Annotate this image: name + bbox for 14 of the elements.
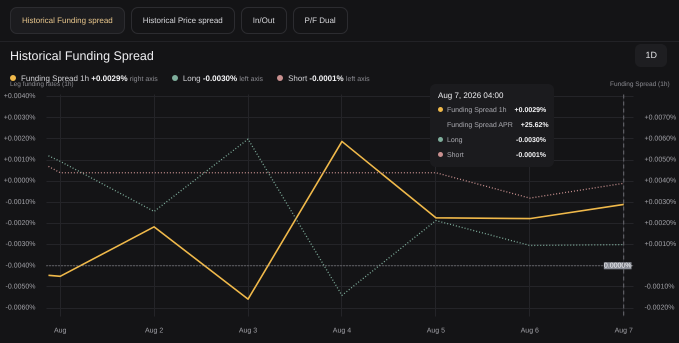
legend-label: Funding Spread 1h bbox=[21, 74, 90, 83]
text: -0.0030% bbox=[202, 74, 238, 83]
text: Historical Price spread bbox=[130, 7, 235, 34]
text: 1D bbox=[635, 44, 667, 67]
text: +0.0029% bbox=[91, 74, 128, 83]
chart-title: Historical Funding Spread bbox=[10, 48, 154, 65]
text: Historical Funding spread bbox=[10, 7, 125, 34]
text: P/F Dual bbox=[292, 7, 348, 34]
text: In/Out bbox=[240, 7, 287, 34]
legend-label: Short bbox=[288, 74, 308, 83]
annotation: Aug 7, 2026 04:00 bbox=[438, 90, 504, 102]
line-series bbox=[48, 166, 624, 199]
legend-label: Long bbox=[182, 74, 201, 83]
text: -0.0001% bbox=[309, 74, 344, 83]
